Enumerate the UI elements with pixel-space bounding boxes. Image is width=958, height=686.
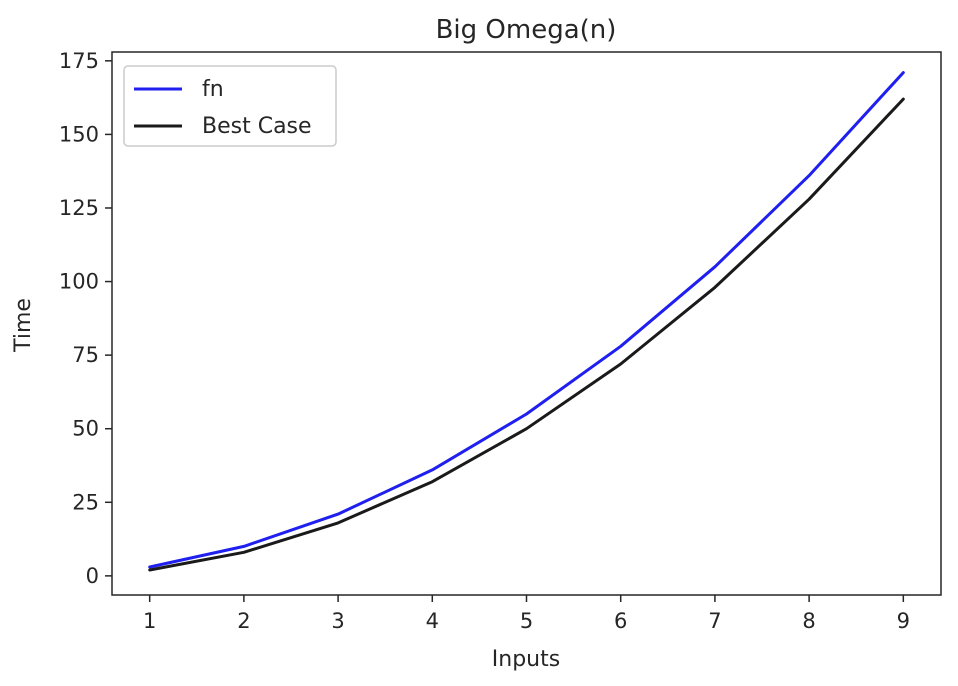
x-tick-label: 4	[426, 609, 439, 633]
legend-label-best-case: Best Case	[202, 114, 312, 139]
x-tick-label: 3	[331, 609, 344, 633]
legend-label-fn: fn	[202, 77, 224, 102]
y-tick-label: 100	[59, 270, 99, 294]
y-tick-label: 25	[72, 490, 99, 514]
y-tick-label: 75	[72, 343, 99, 367]
x-tick-label: 2	[237, 609, 250, 633]
y-tick-label: 50	[72, 417, 99, 441]
series-line-fn	[148, 71, 905, 569]
y-axis-label: Time	[11, 298, 36, 353]
y-tick-label: 175	[59, 49, 99, 73]
y-tick-label: 125	[59, 196, 99, 220]
x-tick-label: 1	[143, 609, 156, 633]
x-tick-label: 7	[708, 609, 721, 633]
x-tick-label: 9	[897, 609, 910, 633]
chart-title: Big Omega(n)	[436, 15, 617, 45]
x-tick-label: 5	[520, 609, 533, 633]
y-tick-label: 150	[59, 122, 99, 146]
x-tick-label: 6	[614, 609, 627, 633]
x-axis-label: Inputs	[492, 647, 560, 672]
y-tick-label: 0	[86, 564, 99, 588]
series-line-best-case	[148, 97, 905, 572]
x-tick-label: 8	[802, 609, 815, 633]
